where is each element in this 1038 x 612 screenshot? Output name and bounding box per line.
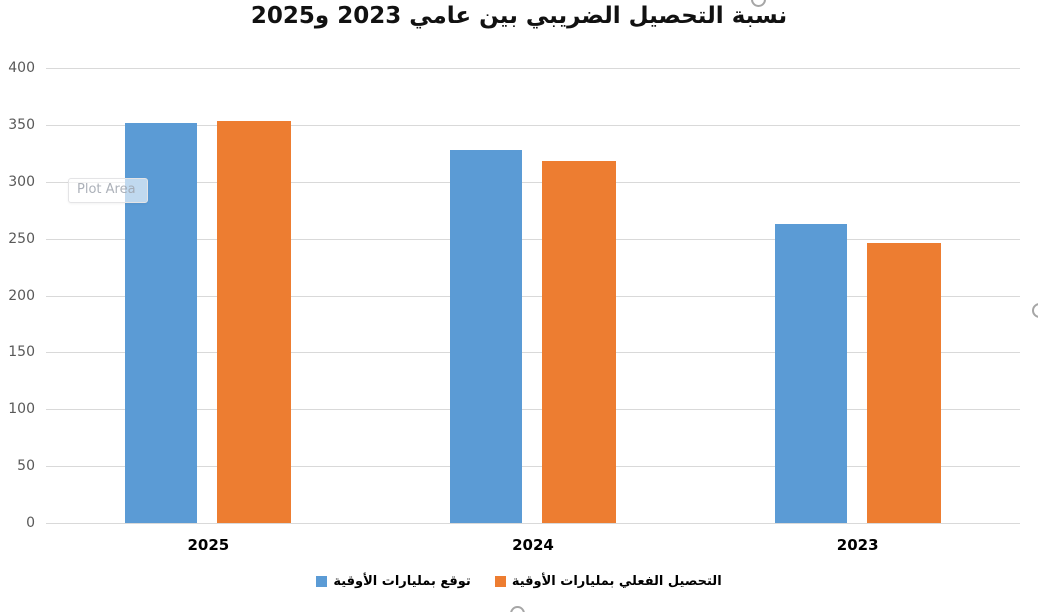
bar-actual-2025[interactable] xyxy=(217,121,292,523)
category-label-2025: 2025 xyxy=(187,536,230,554)
value-axis[interactable]: 400 350 300 250 200 150 100 50 0 xyxy=(0,0,38,612)
y-tick-label-200: 200 xyxy=(8,287,35,304)
gridline-350 xyxy=(46,124,1020,126)
bar-forecast-2024[interactable] xyxy=(450,149,522,523)
category-label-2024: 2024 xyxy=(512,536,554,554)
y-tick-label-50: 50 xyxy=(17,458,35,475)
legend-marker-forecast-icon xyxy=(316,575,328,587)
legend-label-forecast: توقع بمليارات الأوقية xyxy=(333,573,471,589)
chart-title[interactable]: نسبة التحصيل الضريبي بين عامي 2023 و2025 xyxy=(250,3,788,29)
legend-entry-forecast[interactable]: توقع بمليارات الأوقية xyxy=(316,574,471,589)
selection-handle-right[interactable] xyxy=(1032,303,1038,318)
legend-marker-actual-icon xyxy=(494,575,506,587)
y-tick-label-300: 300 xyxy=(8,173,35,190)
gridline-50 xyxy=(46,466,1020,468)
gridline-250 xyxy=(46,238,1020,240)
y-tick-label-150: 150 xyxy=(8,344,35,361)
y-tick-label-250: 250 xyxy=(8,230,35,247)
gridline-200 xyxy=(46,295,1020,297)
bar-actual-2024[interactable] xyxy=(542,161,616,523)
category-label-2023: 2023 xyxy=(836,536,879,554)
bar-forecast-2023[interactable] xyxy=(774,223,847,523)
y-tick-label-400: 400 xyxy=(8,60,35,76)
category-axis[interactable]: 2025 2024 2023 xyxy=(0,536,1038,558)
plot-area[interactable] xyxy=(46,68,1020,524)
legend-entry-actual[interactable]: التحصيل الفعلي بمليارات الأوقية xyxy=(494,573,722,589)
legend[interactable]: توقع بمليارات الأوقية التحصيل الفعلي بملي… xyxy=(0,568,1038,594)
plot-area-tooltip: Plot Area xyxy=(68,178,148,203)
bar-actual-2023[interactable] xyxy=(866,243,941,523)
gridline-100 xyxy=(46,409,1020,411)
gridline-150 xyxy=(46,352,1020,354)
gridline-0 xyxy=(46,523,1020,524)
y-tick-label-0: 0 xyxy=(26,515,35,531)
selection-handle-bottom[interactable] xyxy=(510,606,525,612)
y-tick-label-100: 100 xyxy=(8,401,35,418)
legend-label-actual: التحصيل الفعلي بمليارات الأوقية xyxy=(511,573,722,589)
y-tick-label-350: 350 xyxy=(8,116,35,133)
gridline-300 xyxy=(46,181,1020,183)
gridline-400 xyxy=(46,68,1020,69)
